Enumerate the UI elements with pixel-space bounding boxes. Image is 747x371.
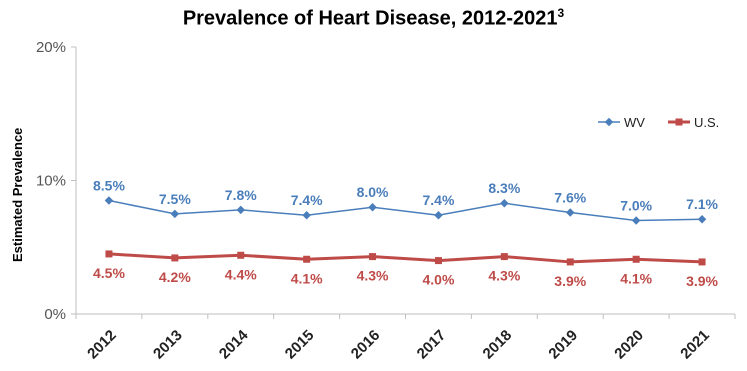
data-point-wv — [697, 214, 707, 224]
legend-marker-wv — [604, 117, 614, 127]
chart-title-superscript: 3 — [557, 6, 565, 20]
data-point-us — [632, 255, 640, 263]
data-label-wv: 8.0% — [357, 184, 389, 200]
data-point-us — [237, 251, 245, 259]
data-point-us — [500, 253, 508, 261]
x-tick-label: 2014 — [216, 326, 252, 362]
x-tick-label: 2016 — [348, 327, 384, 363]
data-point-us — [434, 257, 442, 265]
data-label-wv: 7.4% — [291, 192, 323, 208]
data-label-us: 4.2% — [159, 269, 191, 285]
data-label-wv: 8.5% — [93, 178, 125, 194]
data-point-wv — [236, 205, 245, 215]
legend-label-us: U.S. — [694, 115, 719, 130]
data-point-us — [171, 254, 179, 262]
data-label-wv: 7.8% — [225, 187, 257, 203]
legend: WV U.S. — [598, 115, 719, 130]
data-label-us: 4.3% — [488, 268, 520, 284]
chart-title: Prevalence of Heart Disease, 2012-20213 — [0, 6, 747, 31]
series-group: 8.5% 7.5% 7.8% 7.4% 8.0% 7.4% 8.3% 7.6% 7.0% 7.1%… — [93, 178, 719, 289]
x-tick-label: 2013 — [150, 327, 186, 363]
data-label-us: 3.9% — [554, 273, 586, 289]
y-tick-label: 10% — [36, 173, 66, 190]
data-label-wv: 7.6% — [554, 190, 586, 206]
data-point-wv — [104, 196, 114, 205]
y-tick-label: 20% — [36, 39, 66, 56]
series-line-us — [108, 252, 703, 264]
data-point-wv — [368, 202, 377, 212]
x-tick-label: 2019 — [545, 327, 581, 363]
data-label-wv: 7.0% — [620, 198, 652, 214]
x-tick-label: 2015 — [282, 327, 318, 363]
data-point-wv — [631, 216, 641, 225]
x-tick-label: 2020 — [611, 327, 647, 363]
data-label-us: 4.1% — [291, 270, 323, 286]
data-label-wv: 7.4% — [422, 192, 454, 208]
data-point-us — [303, 255, 311, 263]
chart-title-text: Prevalence of Heart Disease, 2012-2021 — [182, 7, 558, 30]
data-label-us: 4.4% — [225, 266, 257, 282]
data-point-wv — [170, 209, 180, 219]
data-label-us: 4.5% — [93, 265, 125, 281]
series-line-wv — [108, 199, 703, 222]
data-label-us: 3.9% — [686, 273, 718, 289]
y-axis-ticks: 0% 10% 20% — [36, 39, 76, 323]
data-label-wv: 7.1% — [686, 196, 718, 212]
x-tick-label: 2021 — [677, 327, 713, 363]
data-label-us: 4.1% — [620, 270, 652, 286]
data-label-wv: 8.3% — [488, 180, 520, 196]
data-point-wv — [500, 198, 509, 208]
y-tick-label: 0% — [44, 306, 66, 323]
data-label-us: 4.0% — [422, 272, 454, 288]
data-point-wv — [302, 210, 311, 220]
data-label-wv: 7.5% — [159, 191, 191, 207]
data-point-us — [369, 253, 377, 261]
legend-marker-us — [675, 118, 683, 126]
legend-label-wv: WV — [624, 115, 645, 130]
data-point-wv — [434, 210, 443, 220]
x-tick-label: 2017 — [414, 327, 450, 363]
data-point-us — [105, 250, 113, 258]
x-tick-label: 2012 — [84, 327, 120, 363]
x-axis-ticks: 2012 2013 2014 2015 2016 2017 2018 2019 2020 2021 — [75, 314, 736, 363]
data-point-wv — [566, 208, 575, 217]
data-label-us: 4.3% — [357, 268, 389, 284]
x-tick-label: 2018 — [480, 327, 516, 363]
data-point-us — [566, 258, 574, 266]
data-point-us — [698, 258, 706, 266]
